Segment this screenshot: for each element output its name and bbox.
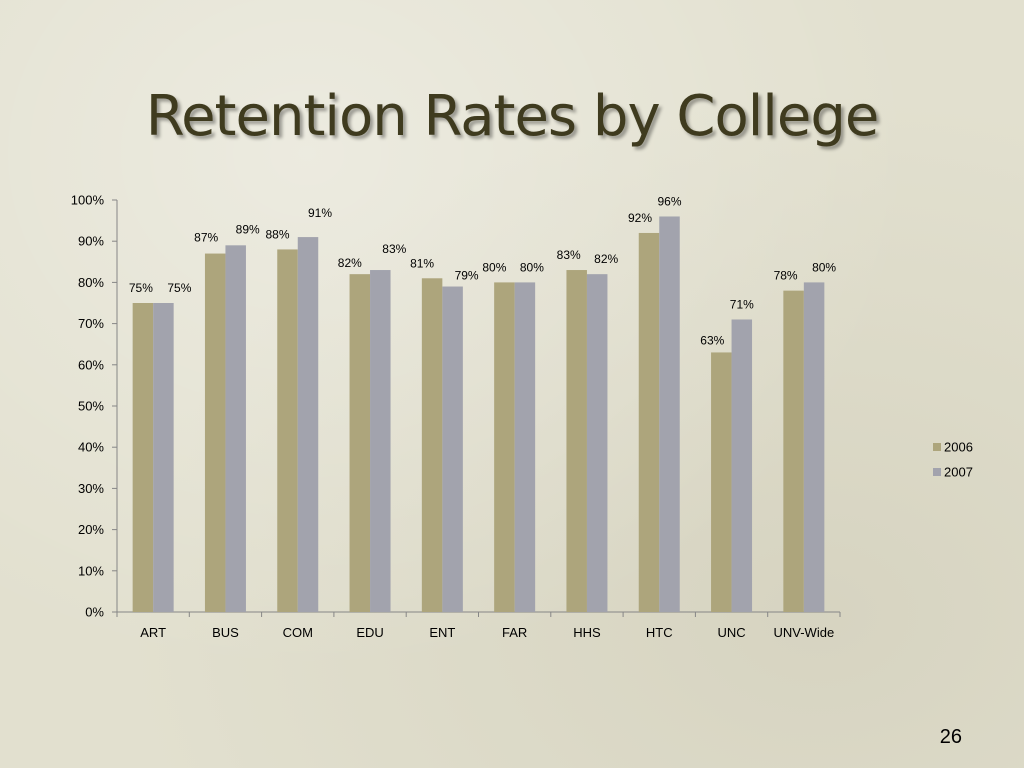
bar-2006 bbox=[711, 352, 732, 612]
legend-label-2007: 2007 bbox=[944, 465, 973, 480]
y-tick-label: 20% bbox=[78, 522, 104, 537]
data-label-2006: 78% bbox=[774, 269, 798, 283]
data-label-2006: 80% bbox=[482, 260, 506, 274]
bar-2006 bbox=[566, 270, 587, 612]
legend-swatch-2006 bbox=[933, 443, 941, 451]
data-label-2007: 83% bbox=[382, 242, 406, 256]
x-tick-label: ART bbox=[140, 625, 166, 640]
x-tick-label: HTC bbox=[646, 625, 673, 640]
data-label-2007: 80% bbox=[812, 260, 836, 274]
x-tick-label: HHS bbox=[573, 625, 601, 640]
bar-2007 bbox=[731, 319, 753, 612]
data-label-2006: 88% bbox=[265, 227, 289, 241]
data-label-2007: 96% bbox=[657, 194, 681, 208]
legend-label-2006: 2006 bbox=[944, 440, 973, 455]
bar-2006 bbox=[349, 274, 371, 612]
data-label-2007: 82% bbox=[594, 252, 618, 266]
y-tick-label: 10% bbox=[78, 563, 104, 578]
bar-2006 bbox=[638, 232, 660, 612]
data-label-2007: 75% bbox=[167, 281, 191, 295]
x-tick-label: BUS bbox=[212, 625, 239, 640]
bar-2007 bbox=[370, 270, 391, 612]
bar-2006 bbox=[783, 290, 804, 612]
bar-2007 bbox=[225, 245, 246, 612]
bar-2006 bbox=[204, 253, 226, 612]
bar-2007 bbox=[297, 237, 319, 612]
data-label-2006: 63% bbox=[700, 333, 724, 347]
bar-2006 bbox=[421, 278, 443, 612]
y-tick-label: 40% bbox=[78, 440, 104, 455]
y-tick-label: 70% bbox=[78, 316, 104, 331]
data-label-2006: 83% bbox=[557, 248, 581, 262]
data-label-2007: 89% bbox=[236, 222, 260, 236]
data-label-2006: 92% bbox=[628, 211, 652, 225]
y-tick-label: 50% bbox=[78, 399, 104, 414]
data-label-2006: 82% bbox=[338, 256, 362, 270]
page-number: 26 bbox=[939, 726, 962, 748]
bar-2007 bbox=[442, 286, 463, 612]
data-label-2006: 81% bbox=[410, 256, 434, 270]
bar-2007 bbox=[153, 303, 174, 612]
x-tick-label: COM bbox=[283, 625, 313, 640]
bar-2007 bbox=[659, 216, 680, 613]
y-tick-label: 90% bbox=[78, 234, 104, 249]
bar-2007 bbox=[514, 282, 536, 612]
legend-swatch-2007 bbox=[933, 468, 941, 476]
x-tick-label: UNV-Wide bbox=[774, 625, 835, 640]
data-label-2007: 80% bbox=[520, 260, 544, 274]
y-tick-label: 30% bbox=[78, 481, 104, 496]
x-tick-label: EDU bbox=[356, 625, 383, 640]
slide-title: Retention Rates by College bbox=[145, 84, 880, 149]
bar-2006 bbox=[277, 249, 298, 612]
data-label-2007: 91% bbox=[308, 206, 332, 220]
x-tick-label: FAR bbox=[502, 625, 527, 640]
bar-2007 bbox=[803, 282, 825, 612]
data-label-2007: 71% bbox=[730, 297, 754, 311]
x-tick-label: ENT bbox=[429, 625, 455, 640]
y-tick-label: 0% bbox=[85, 605, 104, 620]
x-tick-label: UNC bbox=[717, 625, 745, 640]
y-tick-label: 80% bbox=[78, 275, 104, 290]
y-tick-label: 100% bbox=[71, 193, 105, 208]
bar-2007 bbox=[586, 274, 608, 612]
data-label-2006: 75% bbox=[129, 281, 153, 295]
data-label-2007: 79% bbox=[455, 269, 479, 283]
bar-2006 bbox=[494, 282, 515, 612]
bar-2006 bbox=[132, 303, 154, 612]
y-tick-label: 60% bbox=[78, 357, 104, 372]
data-label-2006: 87% bbox=[194, 231, 218, 245]
